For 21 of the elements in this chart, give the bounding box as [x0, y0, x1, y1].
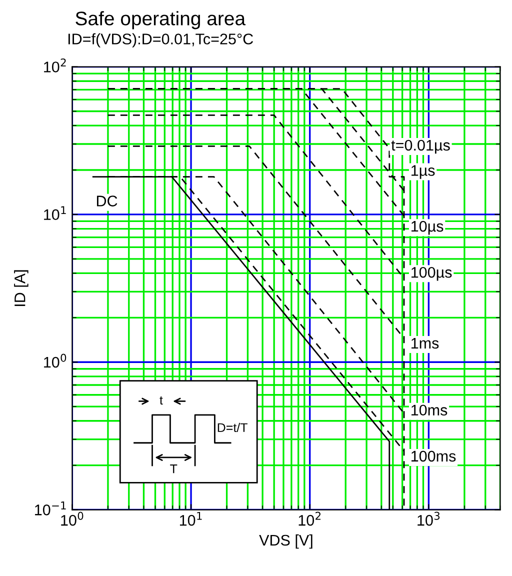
chart-subtitle: ID=f(VDS):D=0.01,Tc=25°C	[68, 33, 254, 48]
y-tick-label: 10$^{0}$	[44, 354, 66, 368]
x-tick-label: 10$^{3}$	[418, 512, 440, 526]
annotation: t=0.01µs	[391, 140, 450, 154]
annotation: t	[160, 396, 163, 405]
annotation: T	[170, 464, 178, 474]
y-tick-label: 10$^{2}$	[44, 58, 66, 72]
x-axis-title: VDS [V]	[259, 534, 312, 549]
annotation: D=t/T	[218, 422, 248, 432]
annotation: 100µs	[412, 266, 452, 281]
y-axis-title: ID [A]	[14, 270, 28, 306]
annotation: 10µs	[412, 220, 444, 235]
annotation: 10ms	[412, 404, 448, 416]
x-tick-label: 10$^{2}$	[298, 512, 320, 526]
annotation: 1ms	[412, 338, 439, 349]
chart-title: Safe operating area	[76, 11, 246, 30]
annotation: DC	[96, 196, 118, 206]
annotation: 1µs	[412, 165, 435, 179]
y-tick-label: 10$^{1}$	[44, 206, 66, 220]
x-tick-label: 10$^{1}$	[180, 512, 202, 526]
annotation: 100ms	[412, 450, 456, 462]
